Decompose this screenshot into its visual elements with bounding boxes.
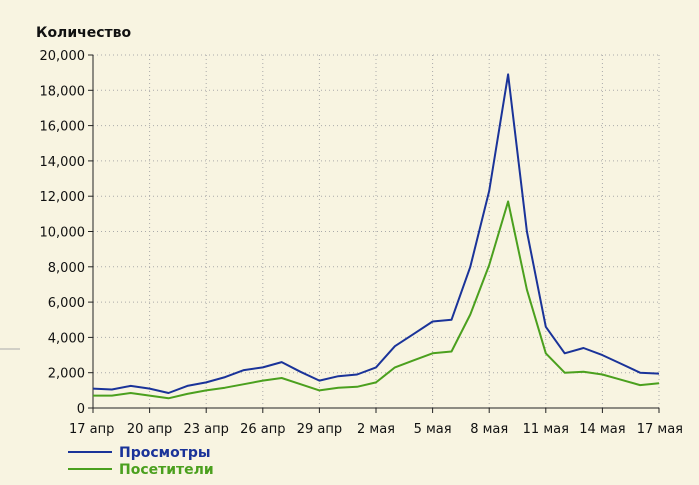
y-axis-title: Количество [36,25,132,41]
x-tick-label: 23 апр [183,422,228,437]
y-tick-label: 0 [77,402,85,417]
legend-label: Посетители [119,462,214,478]
x-ticks: 17 апр 20 апр 23 апр 26 апр 29 апр 2 мая 5 мая… [69,408,683,437]
y-tick-label: 6,000 [48,296,85,311]
y-tick-label: 12,000 [40,190,86,205]
x-tick-label: 2 мая [357,422,395,437]
x-tick-label: 5 мая [414,422,452,437]
x-tick-label: 14 мая [579,422,625,437]
series-lines [92,73,660,400]
x-tick-label: 29 апр [297,422,342,437]
y-tick-label: 10,000 [40,226,86,241]
grid [93,54,660,408]
y-tick-label: 8,000 [48,261,85,276]
x-tick-label: 26 апр [240,422,285,437]
y-tick-label: 18,000 [40,84,86,99]
x-tick-label: 20 апр [127,422,172,437]
legend-label: Просмотры [119,445,211,461]
y-ticks: 0 2,000 4,000 6,000 8,000 10,000 12,000 14,000 1… [40,49,93,417]
y-tick-label: 20,000 [40,49,86,64]
x-tick-label: 8 мая [470,422,508,437]
y-tick-label: 4,000 [48,331,85,346]
x-tick-label: 17 мая [637,422,683,437]
series-line-0 [92,73,660,394]
x-tick-label: 11 мая [523,422,569,437]
y-tick-label: 16,000 [40,120,86,135]
y-tick-label: 2,000 [48,367,85,382]
y-tick-label: 14,000 [40,155,86,170]
x-tick-label: 17 апр [69,422,114,437]
series-line-1 [93,200,660,400]
